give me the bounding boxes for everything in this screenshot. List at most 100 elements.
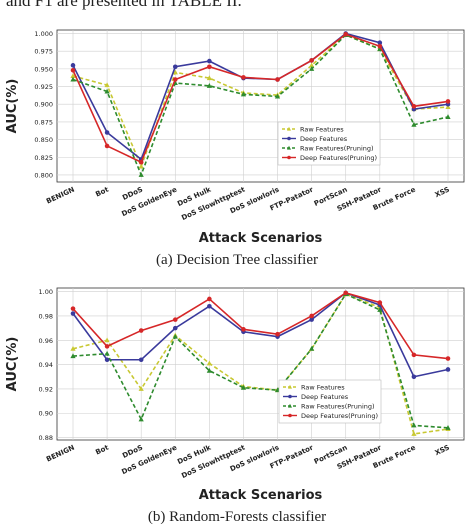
series-line: [72, 291, 449, 360]
data-point: [445, 104, 451, 110]
series-line: [72, 34, 449, 169]
legend-marker: [287, 155, 291, 160]
y-tick-label: 0.850: [34, 136, 53, 144]
plot-area: [56, 29, 465, 183]
y-tick-label: 0.975: [34, 48, 53, 56]
data-point: [445, 425, 451, 430]
data-point: [274, 93, 281, 99]
data-point: [275, 331, 280, 337]
y-tick-label: 1.00: [39, 288, 53, 296]
y-tick-label: 0.875: [34, 118, 53, 126]
data-point: [172, 325, 178, 331]
data-point: [206, 75, 212, 81]
data-point: [411, 422, 417, 428]
data-point: [411, 374, 417, 380]
y-tick-label: 0.88: [39, 434, 53, 442]
x-tick-label: BENIGN: [45, 444, 76, 464]
header-text: and F1 are presented in TABLE II.: [6, 0, 242, 10]
y-tick-label: 0.98: [39, 312, 53, 320]
data-point: [241, 75, 246, 80]
data-point: [411, 352, 417, 358]
data-point: [70, 63, 76, 68]
data-point: [309, 313, 314, 319]
data-point: [70, 346, 76, 351]
data-point: [275, 77, 280, 82]
data-point: [70, 67, 76, 73]
legend-label: Deep Features: [300, 135, 348, 143]
caption-decision-tree: (a) Decision Tree classifier: [155, 252, 319, 268]
data-point: [207, 58, 212, 64]
data-point: [343, 290, 349, 296]
data-point: [172, 77, 178, 82]
data-point: [445, 99, 451, 104]
data-point: [309, 346, 315, 351]
data-point: [138, 172, 144, 177]
data-point: [377, 43, 383, 49]
data-point: [309, 317, 314, 322]
data-point: [104, 82, 110, 88]
caption-random-forests: (b) Random-Forests classifier: [147, 509, 327, 525]
legend-marker: [287, 145, 291, 150]
data-point: [172, 333, 178, 339]
legend-label: Deep Features: [301, 393, 349, 401]
plot-area: [56, 287, 465, 441]
y-tick-label: 0.96: [39, 337, 53, 345]
series-line: [72, 33, 449, 164]
data-point: [138, 386, 144, 391]
data-point: [207, 64, 212, 70]
data-point: [445, 367, 451, 372]
data-point: [138, 163, 144, 169]
chart-1: 0.88 0.90 0.92 0.94 0.96 0.98 1.00 BENIGN Bot DDo…: [5, 287, 465, 503]
data-point: [207, 296, 212, 302]
series-deep-features-pruning-: [70, 290, 451, 361]
data-point: [411, 121, 417, 127]
y-tick-label: 0.92: [39, 385, 53, 393]
data-point: [343, 31, 349, 37]
legend-label: Raw Features(Pruning): [300, 144, 374, 152]
legend-label: Deep Features(Pruning): [300, 154, 377, 162]
data-point: [377, 40, 383, 46]
data-point: [309, 66, 315, 71]
data-point: [104, 344, 110, 349]
legend-marker: [287, 126, 291, 131]
x-tick-label: DDoS: [121, 444, 144, 460]
x-axis-label: Attack Scenarios: [199, 488, 323, 503]
series-raw-features-pruning-: [70, 291, 451, 430]
series-deep-features: [70, 290, 451, 380]
data-point: [309, 62, 315, 68]
x-tick-label: XSS: [434, 186, 451, 200]
x-tick-label: DDoS: [121, 186, 144, 202]
data-point: [172, 317, 178, 322]
data-point: [206, 360, 212, 366]
data-point: [240, 91, 247, 97]
legend-marker: [288, 413, 292, 418]
data-point: [377, 307, 383, 312]
data-point: [411, 431, 417, 436]
legend-label: Raw Features: [301, 383, 345, 391]
data-point: [138, 416, 144, 422]
y-axis-label: AUC(%): [5, 79, 20, 134]
data-point: [138, 357, 144, 363]
series-deep-features-pruning-: [70, 31, 451, 165]
data-point: [104, 337, 110, 343]
data-point: [70, 73, 76, 78]
data-point: [104, 130, 110, 135]
data-point: [70, 306, 76, 311]
series-line: [72, 291, 449, 378]
series-line: [72, 34, 449, 178]
data-point: [172, 64, 178, 70]
data-point: [241, 327, 246, 332]
data-point: [206, 83, 212, 88]
y-tick-label: 0.900: [34, 101, 53, 109]
x-tick-label: BENIGN: [45, 186, 76, 206]
legend-label: Raw Features(Pruning): [301, 402, 375, 410]
data-point: [70, 353, 76, 359]
y-tick-label: 1.000: [34, 30, 53, 38]
data-point: [445, 114, 451, 119]
data-point: [377, 300, 383, 305]
data-point: [104, 357, 110, 363]
data-point: [206, 367, 212, 373]
